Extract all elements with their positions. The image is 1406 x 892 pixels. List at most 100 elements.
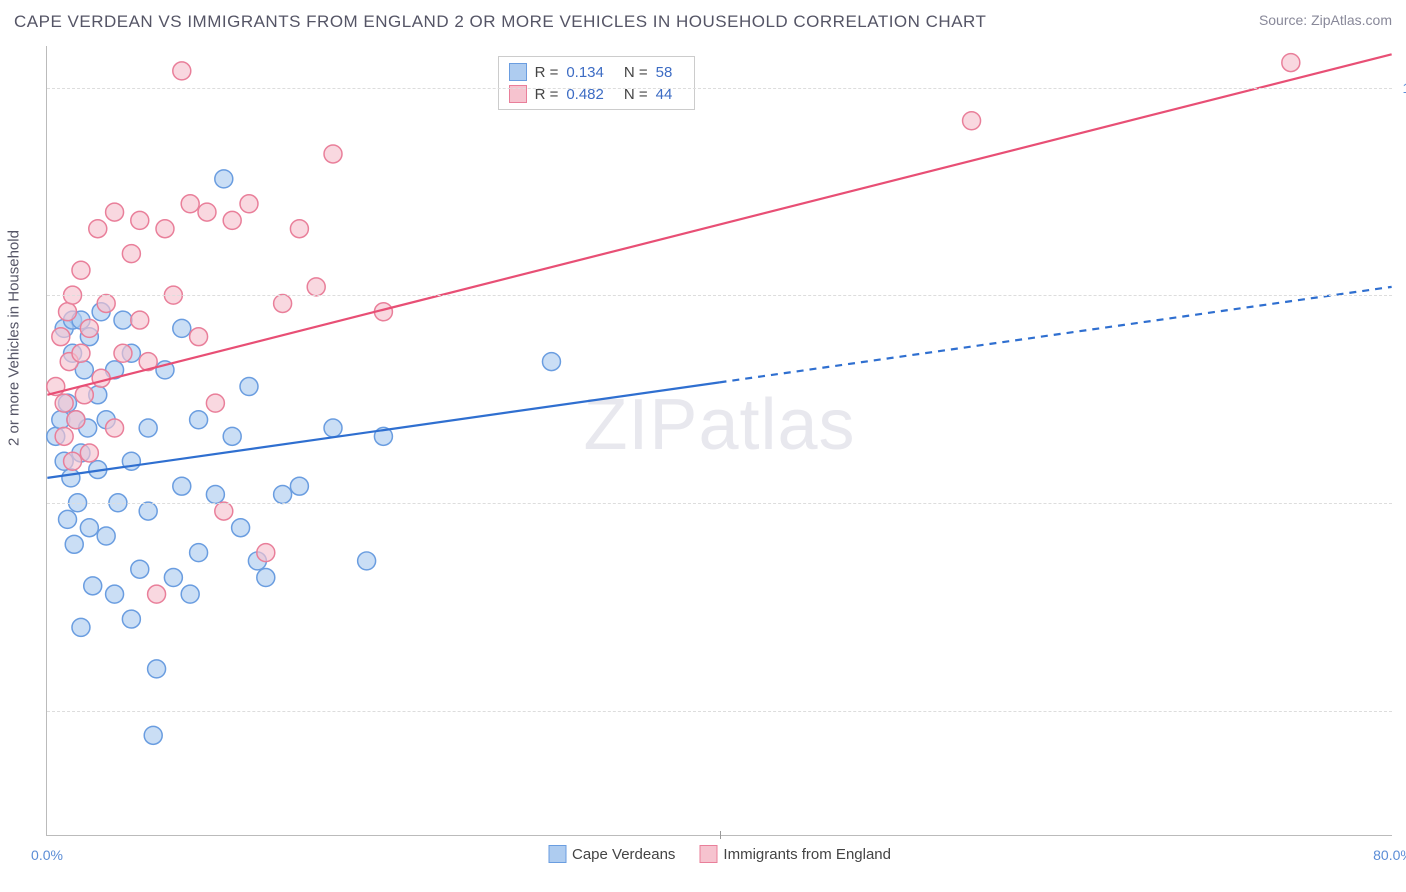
data-point xyxy=(190,328,208,346)
x-axis-tick-mark xyxy=(720,831,721,839)
data-point xyxy=(131,311,149,329)
data-point xyxy=(198,203,216,221)
data-point xyxy=(963,112,981,130)
chart-header: CAPE VERDEAN VS IMMIGRANTS FROM ENGLAND … xyxy=(14,12,1392,32)
n-label: N = xyxy=(624,64,648,81)
legend-label: Cape Verdeans xyxy=(572,846,675,863)
data-point xyxy=(59,303,77,321)
data-point xyxy=(122,610,140,628)
data-point xyxy=(131,560,149,578)
x-tick-label: 0.0% xyxy=(31,847,63,863)
y-tick-label: 25.0% xyxy=(1400,703,1406,719)
data-point xyxy=(190,411,208,429)
data-point xyxy=(274,294,292,312)
data-point xyxy=(307,278,325,296)
n-value: 58 xyxy=(656,64,673,81)
data-point xyxy=(215,170,233,188)
data-point xyxy=(190,544,208,562)
data-point xyxy=(106,203,124,221)
data-point xyxy=(148,585,166,603)
trend-line-extrapolated xyxy=(720,287,1392,383)
data-point xyxy=(97,527,115,545)
data-point xyxy=(89,220,107,238)
data-point xyxy=(240,378,258,396)
data-point xyxy=(173,477,191,495)
data-point xyxy=(324,145,342,163)
legend-swatch xyxy=(509,63,527,81)
y-axis-label: 2 or more Vehicles in Household xyxy=(6,230,23,446)
data-point xyxy=(139,419,157,437)
data-point xyxy=(206,485,224,503)
data-point xyxy=(131,211,149,229)
gridline xyxy=(47,711,1392,712)
data-point xyxy=(223,427,241,445)
data-point xyxy=(144,726,162,744)
data-point xyxy=(55,394,73,412)
plot-svg xyxy=(47,46,1392,835)
data-point xyxy=(274,485,292,503)
data-point xyxy=(114,311,132,329)
y-tick-label: 50.0% xyxy=(1400,495,1406,511)
y-tick-label: 100.0% xyxy=(1400,80,1406,96)
data-point xyxy=(148,660,166,678)
data-point xyxy=(1282,54,1300,72)
data-point xyxy=(65,535,83,553)
data-point xyxy=(72,261,90,279)
data-point xyxy=(67,411,85,429)
data-point xyxy=(106,419,124,437)
data-point xyxy=(59,510,77,528)
data-point xyxy=(52,328,70,346)
data-point xyxy=(358,552,376,570)
data-point xyxy=(206,394,224,412)
data-point xyxy=(72,344,90,362)
data-point xyxy=(223,211,241,229)
gridline xyxy=(47,295,1392,296)
data-point xyxy=(240,195,258,213)
data-point xyxy=(84,577,102,595)
legend-stats-row: R = 0.134 N = 58 xyxy=(509,61,685,83)
legend-label: Immigrants from England xyxy=(723,846,891,863)
data-point xyxy=(173,319,191,337)
x-tick-label: 80.0% xyxy=(1373,847,1406,863)
scatter-plot-area: ZIPatlas R =0.134N =58R =0.482N =44 Cape… xyxy=(46,46,1392,836)
data-point xyxy=(80,519,98,537)
data-point xyxy=(290,477,308,495)
data-point xyxy=(232,519,250,537)
data-point xyxy=(139,502,157,520)
gridline xyxy=(47,503,1392,504)
data-point xyxy=(72,618,90,636)
series-legend: Cape Verdeans Immigrants from England xyxy=(540,843,899,865)
data-point xyxy=(64,452,82,470)
chart-title: CAPE VERDEAN VS IMMIGRANTS FROM ENGLAND … xyxy=(14,12,986,32)
data-point xyxy=(164,569,182,587)
data-point xyxy=(542,353,560,371)
data-point xyxy=(173,62,191,80)
legend-swatch xyxy=(548,845,566,863)
data-point xyxy=(55,427,73,445)
chart-container: CAPE VERDEAN VS IMMIGRANTS FROM ENGLAND … xyxy=(0,0,1406,892)
data-point xyxy=(106,585,124,603)
legend-stats-row: R =0.482N =44 xyxy=(509,83,685,105)
data-point xyxy=(97,294,115,312)
data-point xyxy=(181,585,199,603)
data-point xyxy=(80,319,98,337)
data-point xyxy=(114,344,132,362)
source-attribution: Source: ZipAtlas.com xyxy=(1259,12,1392,28)
data-point xyxy=(290,220,308,238)
data-point xyxy=(215,502,233,520)
data-point xyxy=(80,444,98,462)
r-value: 0.134 xyxy=(566,64,604,81)
legend-item: Cape Verdeans xyxy=(548,845,675,863)
legend-swatch xyxy=(699,845,717,863)
data-point xyxy=(75,386,93,404)
gridline xyxy=(47,88,1392,89)
data-point xyxy=(257,544,275,562)
correlation-legend: R = 0.134 N = 58 R =0.482N =44 xyxy=(498,56,696,110)
r-label: R = xyxy=(535,64,559,81)
trend-line xyxy=(47,54,1391,395)
data-point xyxy=(257,569,275,587)
legend-item: Immigrants from England xyxy=(699,845,891,863)
y-tick-label: 75.0% xyxy=(1400,287,1406,303)
data-point xyxy=(324,419,342,437)
data-point xyxy=(181,195,199,213)
